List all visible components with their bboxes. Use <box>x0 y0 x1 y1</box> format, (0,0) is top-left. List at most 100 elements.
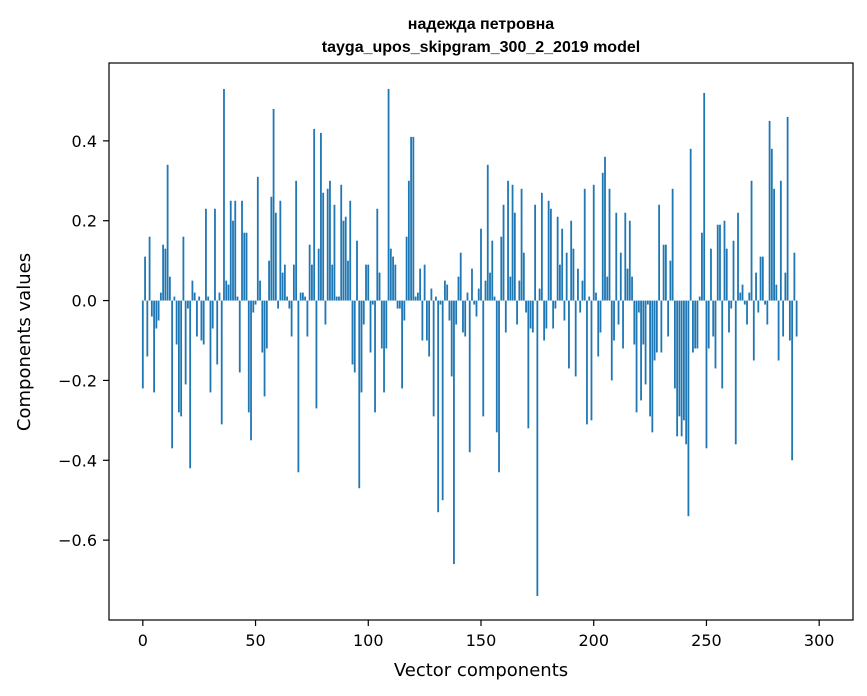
bar <box>518 280 521 301</box>
bar <box>281 272 284 301</box>
bar <box>247 300 250 413</box>
bar <box>504 300 507 333</box>
bar <box>561 228 564 301</box>
plot-frame <box>108 62 854 621</box>
bar <box>236 296 239 301</box>
bar <box>775 284 778 301</box>
x-tick-label: 150 <box>466 631 497 650</box>
bar <box>444 280 446 301</box>
bar <box>547 200 550 301</box>
bar <box>378 272 381 301</box>
bar <box>531 300 534 333</box>
bar <box>635 300 638 413</box>
bar <box>606 276 609 301</box>
bar <box>725 248 728 301</box>
bar <box>786 116 789 301</box>
bar <box>238 300 241 373</box>
bar <box>777 300 780 361</box>
bar <box>565 252 568 301</box>
bar <box>471 268 473 301</box>
bar <box>685 300 688 445</box>
bar <box>392 256 394 301</box>
bar <box>146 300 149 357</box>
bar <box>761 256 764 301</box>
bar <box>288 300 291 309</box>
bar <box>322 192 325 301</box>
bar <box>673 300 676 389</box>
bar <box>430 288 433 301</box>
bar <box>419 268 422 301</box>
bar <box>225 280 228 301</box>
bar <box>511 184 514 301</box>
bar <box>283 264 286 301</box>
bar <box>793 252 796 301</box>
bar <box>216 300 219 365</box>
bar <box>739 292 742 301</box>
bar <box>730 300 733 309</box>
bar <box>689 148 692 301</box>
bar <box>770 148 773 301</box>
bar <box>209 300 212 393</box>
bar <box>299 292 302 301</box>
bar <box>333 204 336 301</box>
bar <box>732 240 735 301</box>
bar <box>227 284 230 301</box>
bar <box>750 180 753 301</box>
bar <box>568 300 570 369</box>
bar <box>374 300 376 413</box>
bar <box>148 236 151 301</box>
bar <box>574 300 577 377</box>
bar <box>259 280 261 301</box>
bar <box>579 300 582 313</box>
bar <box>387 88 390 301</box>
bar <box>640 300 642 401</box>
bar <box>168 276 171 301</box>
bar <box>633 300 636 345</box>
bar <box>752 300 755 361</box>
bar <box>407 180 410 301</box>
bar <box>509 276 512 301</box>
bar <box>516 300 518 325</box>
bar <box>791 300 794 461</box>
bar <box>651 300 654 433</box>
bar <box>223 88 225 301</box>
bar <box>498 300 500 473</box>
bar <box>782 300 785 337</box>
bar <box>455 300 458 325</box>
bar <box>252 300 255 313</box>
bar <box>347 260 349 301</box>
bar <box>759 256 762 301</box>
bar <box>295 180 298 301</box>
bar <box>187 300 189 309</box>
bar <box>162 244 165 301</box>
bar <box>335 296 338 301</box>
bar <box>403 300 406 321</box>
bar <box>599 300 602 333</box>
bar <box>286 296 289 301</box>
bar <box>779 180 782 301</box>
bar <box>177 300 180 413</box>
bar <box>243 232 246 301</box>
bar <box>703 92 706 301</box>
bar <box>653 300 656 361</box>
bar <box>712 300 715 337</box>
bar <box>396 300 399 309</box>
bar <box>520 188 523 301</box>
bar <box>184 300 187 385</box>
bar <box>414 296 417 301</box>
bar <box>613 300 615 341</box>
bar <box>229 200 232 301</box>
bar <box>189 300 192 469</box>
bar <box>349 200 352 301</box>
bar <box>626 268 629 301</box>
bar <box>164 248 167 301</box>
bar <box>220 300 223 425</box>
bar <box>716 224 719 301</box>
bar <box>342 220 345 301</box>
y-axis-label: Components values <box>14 253 35 431</box>
bar <box>398 300 401 309</box>
bar <box>701 232 703 301</box>
bar <box>389 248 392 301</box>
bar <box>193 292 196 301</box>
